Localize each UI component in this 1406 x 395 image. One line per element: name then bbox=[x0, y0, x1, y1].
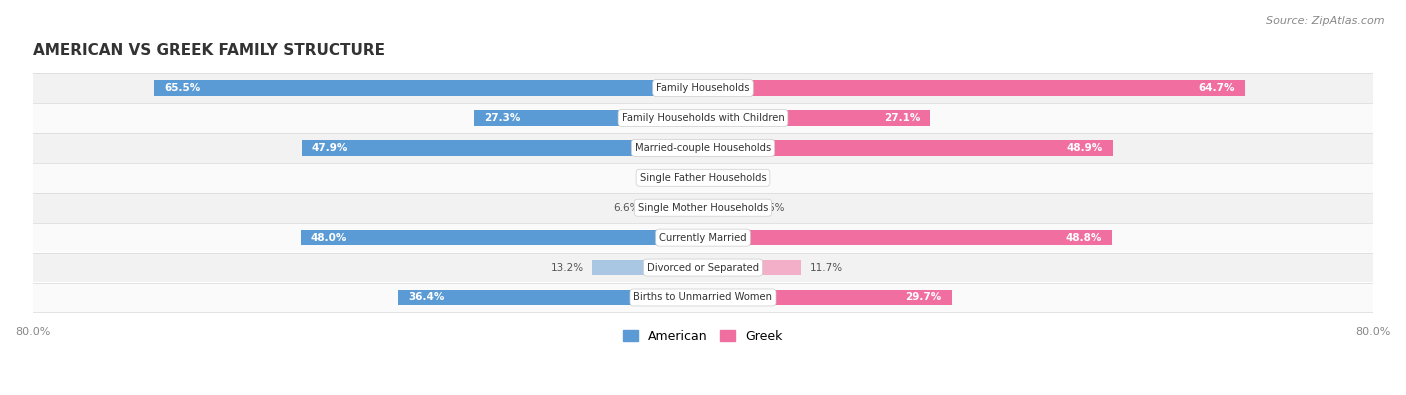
Text: Married-couple Households: Married-couple Households bbox=[636, 143, 770, 153]
Bar bbox=[32, 193, 1374, 222]
Bar bbox=[32, 283, 1374, 312]
Bar bbox=[474, 110, 703, 126]
Text: 2.4%: 2.4% bbox=[648, 173, 675, 183]
Bar bbox=[703, 230, 1112, 245]
Bar bbox=[302, 140, 703, 156]
Text: Family Households: Family Households bbox=[657, 83, 749, 93]
Text: 48.0%: 48.0% bbox=[311, 233, 347, 243]
Text: 13.2%: 13.2% bbox=[551, 263, 583, 273]
Bar bbox=[683, 170, 703, 186]
Bar bbox=[32, 103, 1374, 133]
Text: AMERICAN VS GREEK FAMILY STRUCTURE: AMERICAN VS GREEK FAMILY STRUCTURE bbox=[32, 43, 385, 58]
Bar bbox=[648, 200, 703, 216]
Text: Currently Married: Currently Married bbox=[659, 233, 747, 243]
Legend: American, Greek: American, Greek bbox=[619, 325, 787, 348]
Text: 48.8%: 48.8% bbox=[1066, 233, 1102, 243]
Text: 27.1%: 27.1% bbox=[883, 113, 920, 123]
Bar bbox=[32, 73, 1374, 103]
Bar bbox=[155, 80, 703, 96]
Bar bbox=[703, 200, 749, 216]
Bar bbox=[32, 133, 1374, 163]
Text: 36.4%: 36.4% bbox=[408, 292, 444, 303]
Text: Divorced or Separated: Divorced or Separated bbox=[647, 263, 759, 273]
Bar bbox=[703, 140, 1112, 156]
Text: 5.6%: 5.6% bbox=[758, 203, 785, 213]
Bar bbox=[32, 223, 1374, 252]
Text: 48.9%: 48.9% bbox=[1066, 143, 1102, 153]
Text: 47.9%: 47.9% bbox=[312, 143, 349, 153]
Bar bbox=[301, 230, 703, 245]
Text: 65.5%: 65.5% bbox=[165, 83, 201, 93]
Bar bbox=[703, 110, 929, 126]
Bar bbox=[32, 253, 1374, 282]
Bar bbox=[32, 163, 1374, 193]
Text: 6.6%: 6.6% bbox=[613, 203, 640, 213]
Bar bbox=[592, 260, 703, 275]
Text: Single Mother Households: Single Mother Households bbox=[638, 203, 768, 213]
Text: Single Father Households: Single Father Households bbox=[640, 173, 766, 183]
Text: 27.3%: 27.3% bbox=[484, 113, 520, 123]
Text: Births to Unmarried Women: Births to Unmarried Women bbox=[634, 292, 772, 303]
Text: 64.7%: 64.7% bbox=[1198, 83, 1234, 93]
Bar bbox=[703, 260, 801, 275]
Bar bbox=[703, 290, 952, 305]
Bar bbox=[398, 290, 703, 305]
Text: 2.1%: 2.1% bbox=[728, 173, 755, 183]
Text: Family Households with Children: Family Households with Children bbox=[621, 113, 785, 123]
Text: Source: ZipAtlas.com: Source: ZipAtlas.com bbox=[1267, 16, 1385, 26]
Text: 29.7%: 29.7% bbox=[905, 292, 942, 303]
Bar bbox=[703, 80, 1246, 96]
Bar bbox=[703, 170, 721, 186]
Text: 11.7%: 11.7% bbox=[810, 263, 842, 273]
